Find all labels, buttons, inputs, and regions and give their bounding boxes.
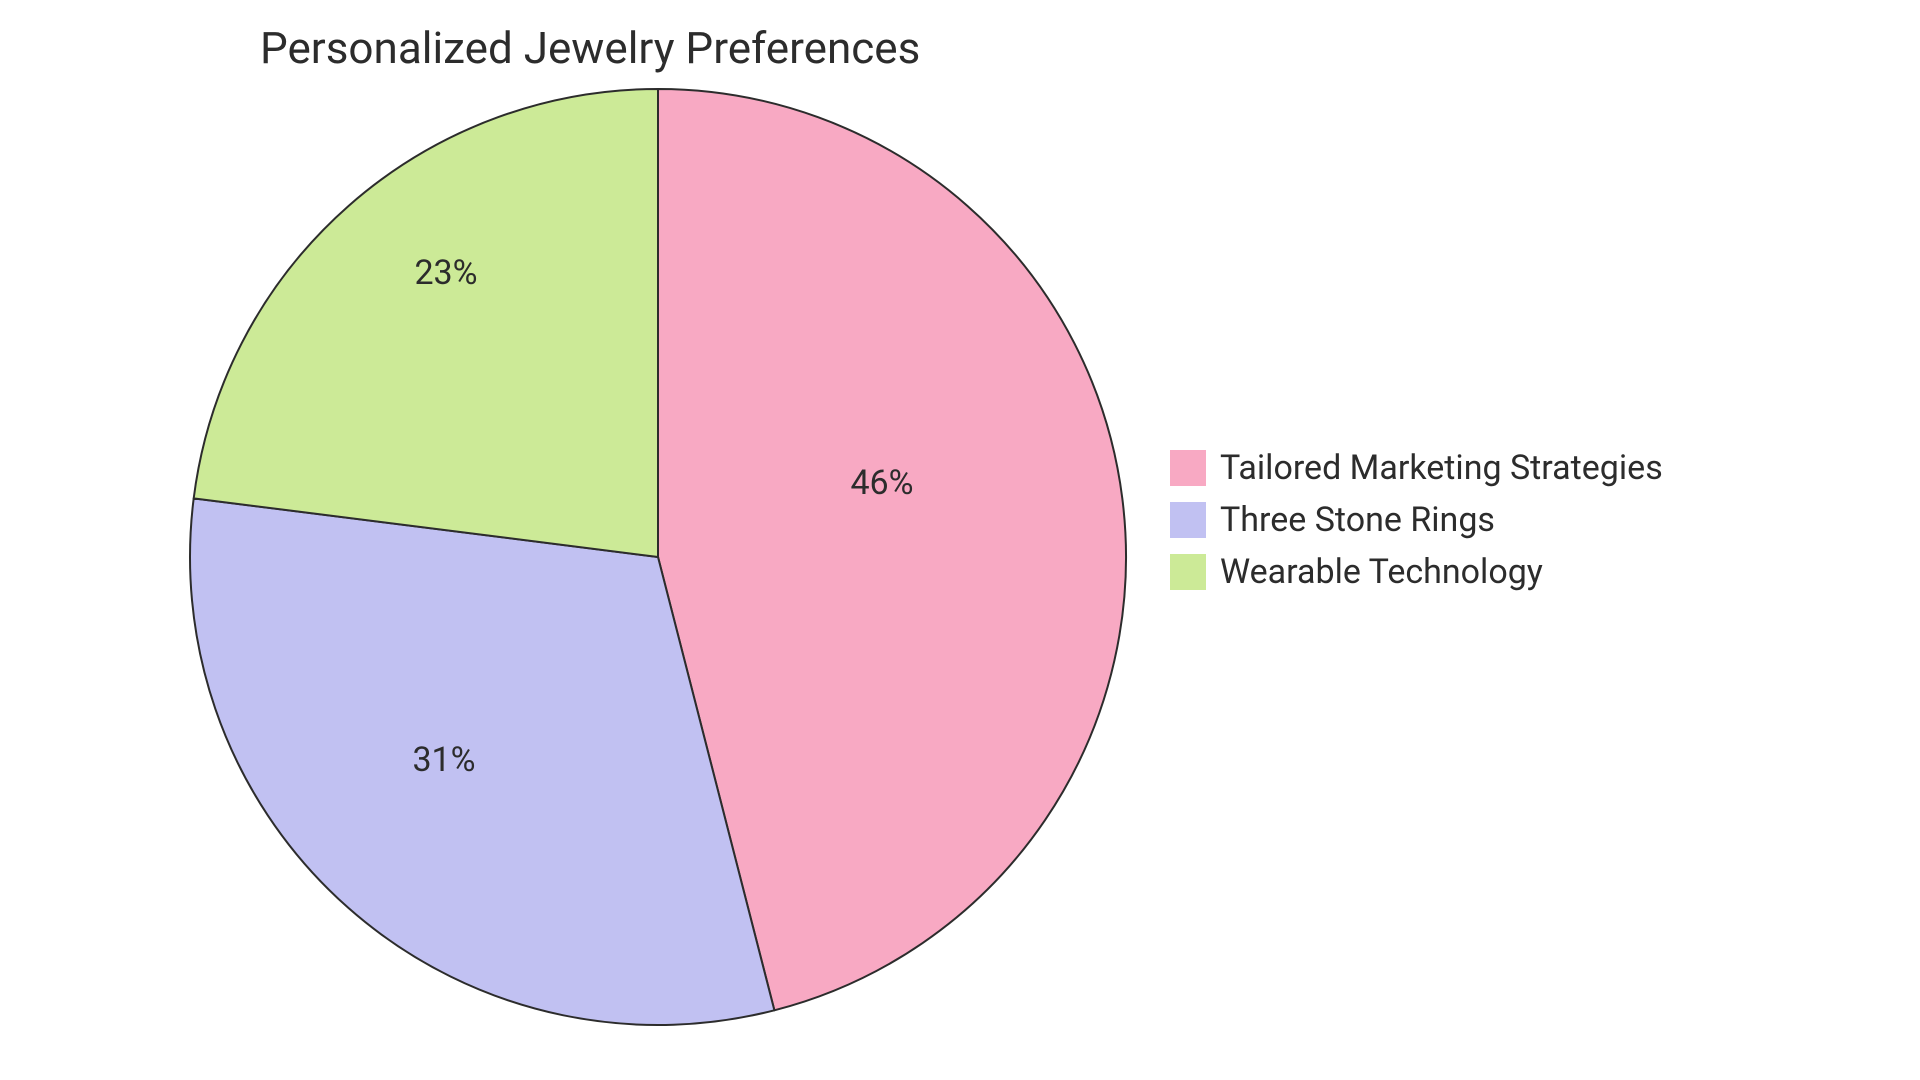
legend-item: Tailored Marketing Strategies [1170,448,1663,488]
chart-title: Personalized Jewelry Preferences [260,22,920,74]
legend-label: Tailored Marketing Strategies [1220,448,1663,488]
slice-label: 23% [414,253,477,293]
chart-container: Personalized Jewelry Preferences 46% 31% 2… [0,0,1920,1080]
legend: Tailored Marketing Strategies Three Stone… [1170,448,1663,604]
legend-item: Wearable Technology [1170,552,1663,592]
legend-swatch [1170,450,1206,486]
slice-label: 31% [412,740,475,780]
legend-label: Wearable Technology [1220,552,1543,592]
legend-label: Three Stone Rings [1220,500,1495,540]
legend-swatch [1170,554,1206,590]
slice-label: 46% [850,463,913,503]
legend-item: Three Stone Rings [1170,500,1663,540]
pie-slice [194,89,658,557]
legend-swatch [1170,502,1206,538]
